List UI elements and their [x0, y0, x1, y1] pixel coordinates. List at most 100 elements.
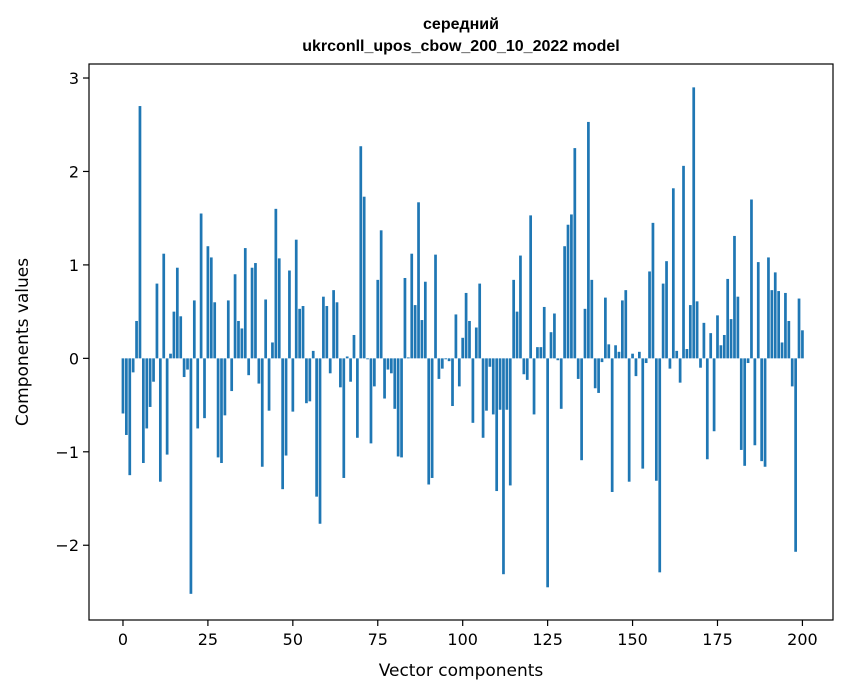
bar-component-188 — [760, 358, 764, 462]
bar-component-61 — [328, 358, 332, 374]
bar-component-194 — [780, 342, 784, 359]
bar-component-193 — [777, 291, 781, 359]
x-tick-label: 50 — [283, 630, 303, 649]
bar-component-132 — [570, 214, 573, 359]
bar-component-165 — [682, 165, 685, 359]
bar-component-46 — [277, 258, 281, 359]
bar-component-111 — [498, 358, 502, 410]
bar-component-72 — [366, 358, 369, 360]
bar-component-127 — [553, 313, 556, 359]
bar-component-15 — [172, 311, 176, 359]
bar-component-77 — [383, 358, 386, 399]
bar-component-45 — [274, 208, 278, 359]
bar-component-112 — [502, 358, 505, 575]
bar-component-108 — [488, 358, 492, 367]
bar-component-90 — [427, 358, 431, 485]
bar-component-175 — [716, 315, 719, 359]
bar-component-53 — [301, 306, 305, 359]
bar-component-83 — [403, 277, 407, 359]
bar-component-19 — [186, 358, 189, 370]
bar-component-42 — [264, 299, 268, 359]
bar-component-62 — [332, 290, 335, 359]
bar-component-25 — [206, 246, 210, 359]
bar-component-176 — [719, 345, 723, 359]
bar-component-98 — [454, 314, 458, 359]
bar-component-152 — [637, 351, 641, 359]
bar-component-123 — [539, 347, 543, 359]
bar-component-161 — [668, 358, 672, 369]
bar-component-136 — [583, 308, 587, 359]
x-tick-label: 100 — [447, 630, 478, 649]
bar-component-29 — [220, 358, 223, 464]
bar-component-162 — [671, 188, 675, 359]
bar-component-88 — [420, 320, 424, 359]
bar-component-118 — [522, 358, 526, 375]
bar-component-178 — [726, 278, 730, 359]
bar-component-198 — [794, 358, 797, 552]
bar-component-21 — [192, 300, 196, 359]
bar-component-145 — [614, 345, 617, 359]
x-tick-label: 125 — [532, 630, 563, 649]
bar-component-182 — [739, 358, 743, 450]
bar-component-138 — [590, 279, 594, 359]
bar-component-7 — [145, 358, 149, 429]
bar-component-13 — [165, 358, 169, 455]
bar-component-39 — [254, 263, 257, 359]
chart-title-line-1: середний — [423, 16, 499, 33]
bar-component-24 — [203, 358, 206, 419]
bar-component-167 — [688, 305, 692, 359]
bar-component-150 — [631, 353, 634, 359]
bar-component-181 — [736, 296, 740, 359]
bar-component-160 — [665, 261, 668, 359]
bar-component-129 — [559, 358, 563, 409]
bar-component-85 — [410, 253, 414, 359]
bar-component-126 — [549, 332, 553, 359]
bar-component-104 — [474, 327, 478, 359]
bar-component-153 — [641, 358, 645, 469]
bar-component-113 — [505, 358, 509, 410]
bar-component-169 — [695, 301, 699, 359]
bar-component-26 — [209, 257, 213, 359]
x-axis-label: Vector components — [379, 661, 544, 681]
bar-component-102 — [468, 320, 471, 359]
bar-component-147 — [621, 300, 624, 359]
bar-component-105 — [478, 283, 482, 359]
bar-component-75 — [376, 279, 380, 359]
x-tick-label: 0 — [118, 630, 128, 649]
bar-component-186 — [753, 358, 757, 446]
bar-component-81 — [396, 358, 400, 457]
bar-component-174 — [712, 358, 716, 432]
bar-component-107 — [485, 358, 488, 411]
bar-component-200 — [801, 330, 804, 359]
x-tick-label: 200 — [787, 630, 818, 649]
bar-component-52 — [298, 308, 301, 359]
bar-component-183 — [743, 358, 747, 466]
bar-component-49 — [288, 270, 291, 359]
bar-component-31 — [226, 300, 230, 359]
bar-component-100 — [461, 337, 465, 359]
bar-component-172 — [705, 358, 709, 460]
bar-component-17 — [179, 316, 183, 359]
bar-component-18 — [182, 358, 186, 378]
bar-component-4 — [135, 320, 138, 359]
bar-component-22 — [196, 358, 200, 429]
bar-component-143 — [607, 344, 611, 359]
bar-component-121 — [532, 358, 536, 415]
bar-component-66 — [345, 356, 349, 359]
bar-component-47 — [281, 358, 285, 490]
bar-component-80 — [393, 358, 397, 409]
bar-component-185 — [750, 199, 753, 359]
x-tick-label: 175 — [702, 630, 733, 649]
bar-component-128 — [556, 358, 560, 361]
bar-component-120 — [529, 215, 533, 359]
bar-component-6 — [141, 358, 145, 464]
x-axis-ticks: 0 25 50 75 100 125 150 175 200 — [118, 620, 818, 649]
y-tick-label: 0 — [69, 349, 79, 368]
bar-component-40 — [257, 358, 261, 384]
bar-component-9 — [152, 358, 155, 382]
bar-component-197 — [790, 358, 794, 387]
bar-component-151 — [634, 358, 638, 377]
bar-component-106 — [481, 358, 485, 438]
bar-component-158 — [658, 358, 662, 573]
bar-component-196 — [787, 320, 791, 359]
